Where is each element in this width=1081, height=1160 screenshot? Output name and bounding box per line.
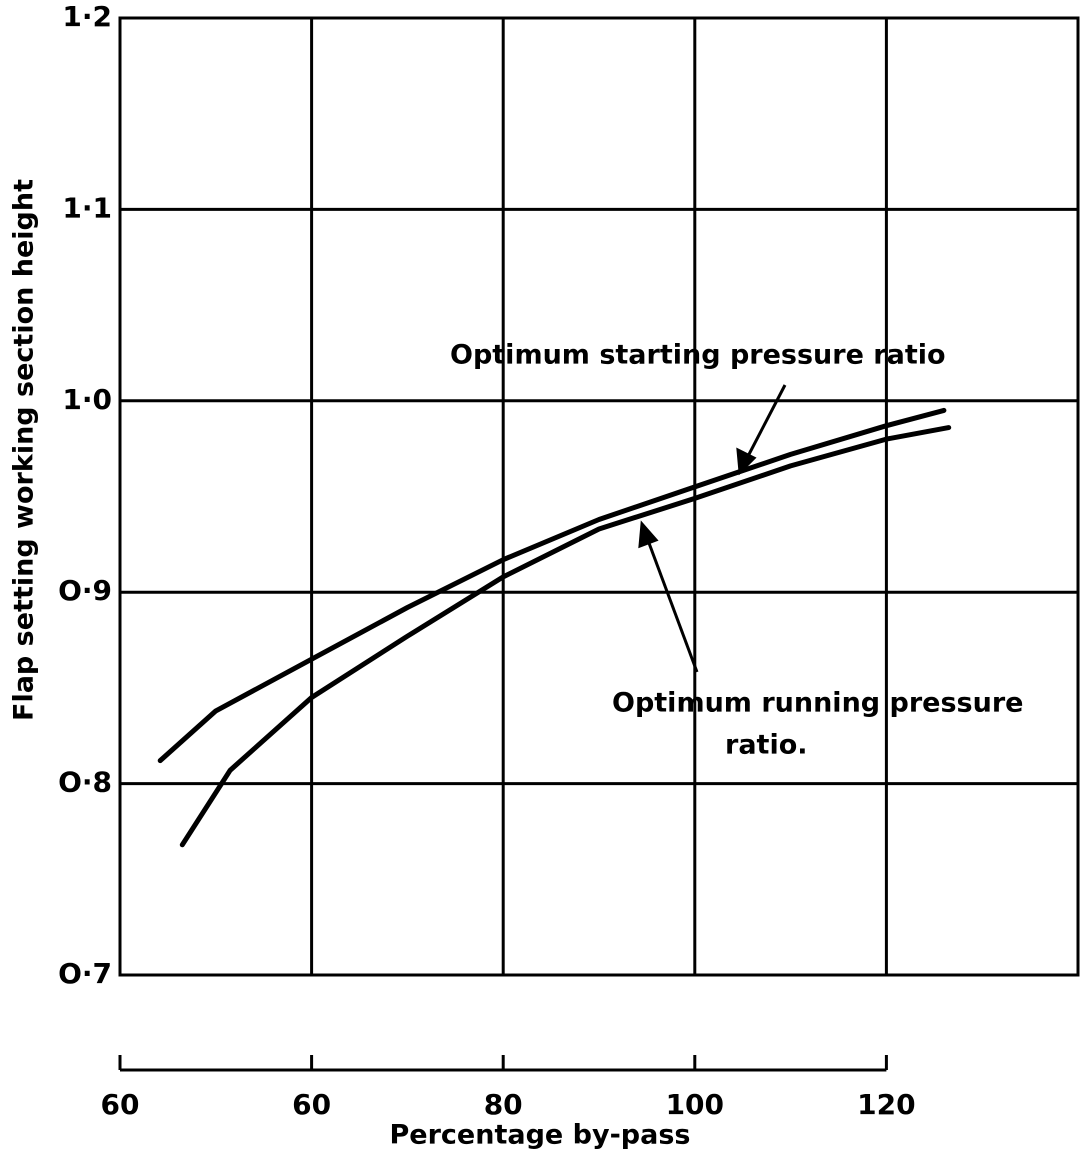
y-tick-label: O·7 [58,957,112,990]
plot-frame [118,16,1080,977]
x-tick-label: 80 [484,1088,523,1121]
x-tick-label: 60 [101,1088,140,1121]
y-tick-label: O·9 [58,574,112,607]
arrow [638,384,787,673]
annotation: Optimum starting pressure ratio [450,340,946,371]
y-tick-label: 1·1 [62,191,112,224]
y-axis-label: Flap setting working section height [9,179,40,721]
y-tick-label: O·8 [58,766,112,799]
x-tick-label: 60 [292,1088,331,1121]
y-tick-label: 1·0 [62,383,112,416]
annotation: Optimum running pressure [612,688,1023,719]
line-series [179,425,952,848]
line-series [157,407,947,764]
annotation: ratio. [725,730,808,761]
x-tick-label: 120 [857,1088,915,1121]
y-tick-label: 1·2 [62,0,112,33]
x-axis-label: Percentage by-pass [390,1120,691,1151]
x-tick-label: 100 [666,1088,724,1121]
